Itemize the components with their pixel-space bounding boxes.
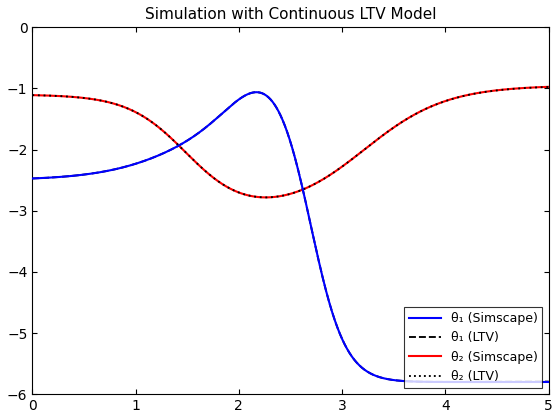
Title: Simulation with Continuous LTV Model: Simulation with Continuous LTV Model: [144, 7, 436, 22]
Legend: θ₁ (Simscape), θ₁ (LTV), θ₂ (Simscape), θ₂ (LTV): θ₁ (Simscape), θ₁ (LTV), θ₂ (Simscape), …: [404, 307, 543, 388]
